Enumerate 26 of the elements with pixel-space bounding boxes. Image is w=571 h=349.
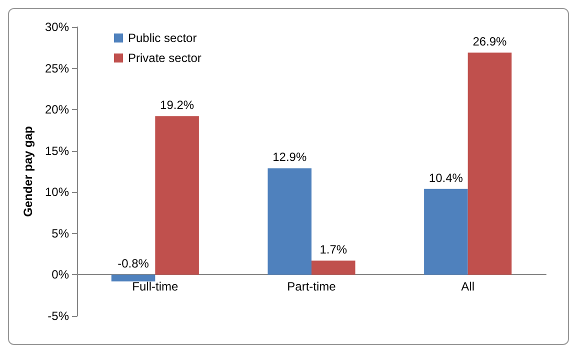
bar: [268, 168, 312, 275]
y-axis-title: Gender pay gap: [21, 126, 36, 217]
y-tick-label: 25%: [44, 61, 70, 76]
x-tick-label: Full-time: [132, 280, 178, 294]
bar: [468, 52, 512, 275]
y-tick-label: 10%: [44, 185, 70, 200]
bar: [155, 116, 199, 275]
data-label: 1.7%: [320, 242, 348, 257]
y-tick-label: 20%: [44, 102, 70, 117]
data-label: 26.9%: [472, 34, 508, 49]
data-label: -0.8%: [118, 256, 150, 271]
y-tick-label: 5%: [52, 226, 70, 240]
y-tick-label: 15%: [44, 144, 70, 158]
bar: [111, 274, 156, 282]
bar: [312, 260, 356, 275]
x-tick-label: All: [461, 280, 475, 294]
data-label: 12.9%: [272, 150, 307, 164]
bar: [424, 188, 468, 275]
data-label: 19.2%: [160, 98, 194, 112]
legend-label: Public sector: [128, 31, 197, 45]
legend-label: Private sector: [128, 51, 202, 65]
y-tick-label: 30%: [44, 20, 70, 34]
data-label: 10.4%: [428, 170, 464, 185]
y-tick-label: -5%: [48, 309, 70, 323]
y-tick-label: 0%: [52, 268, 70, 282]
x-tick-label: Part-time: [287, 280, 336, 294]
